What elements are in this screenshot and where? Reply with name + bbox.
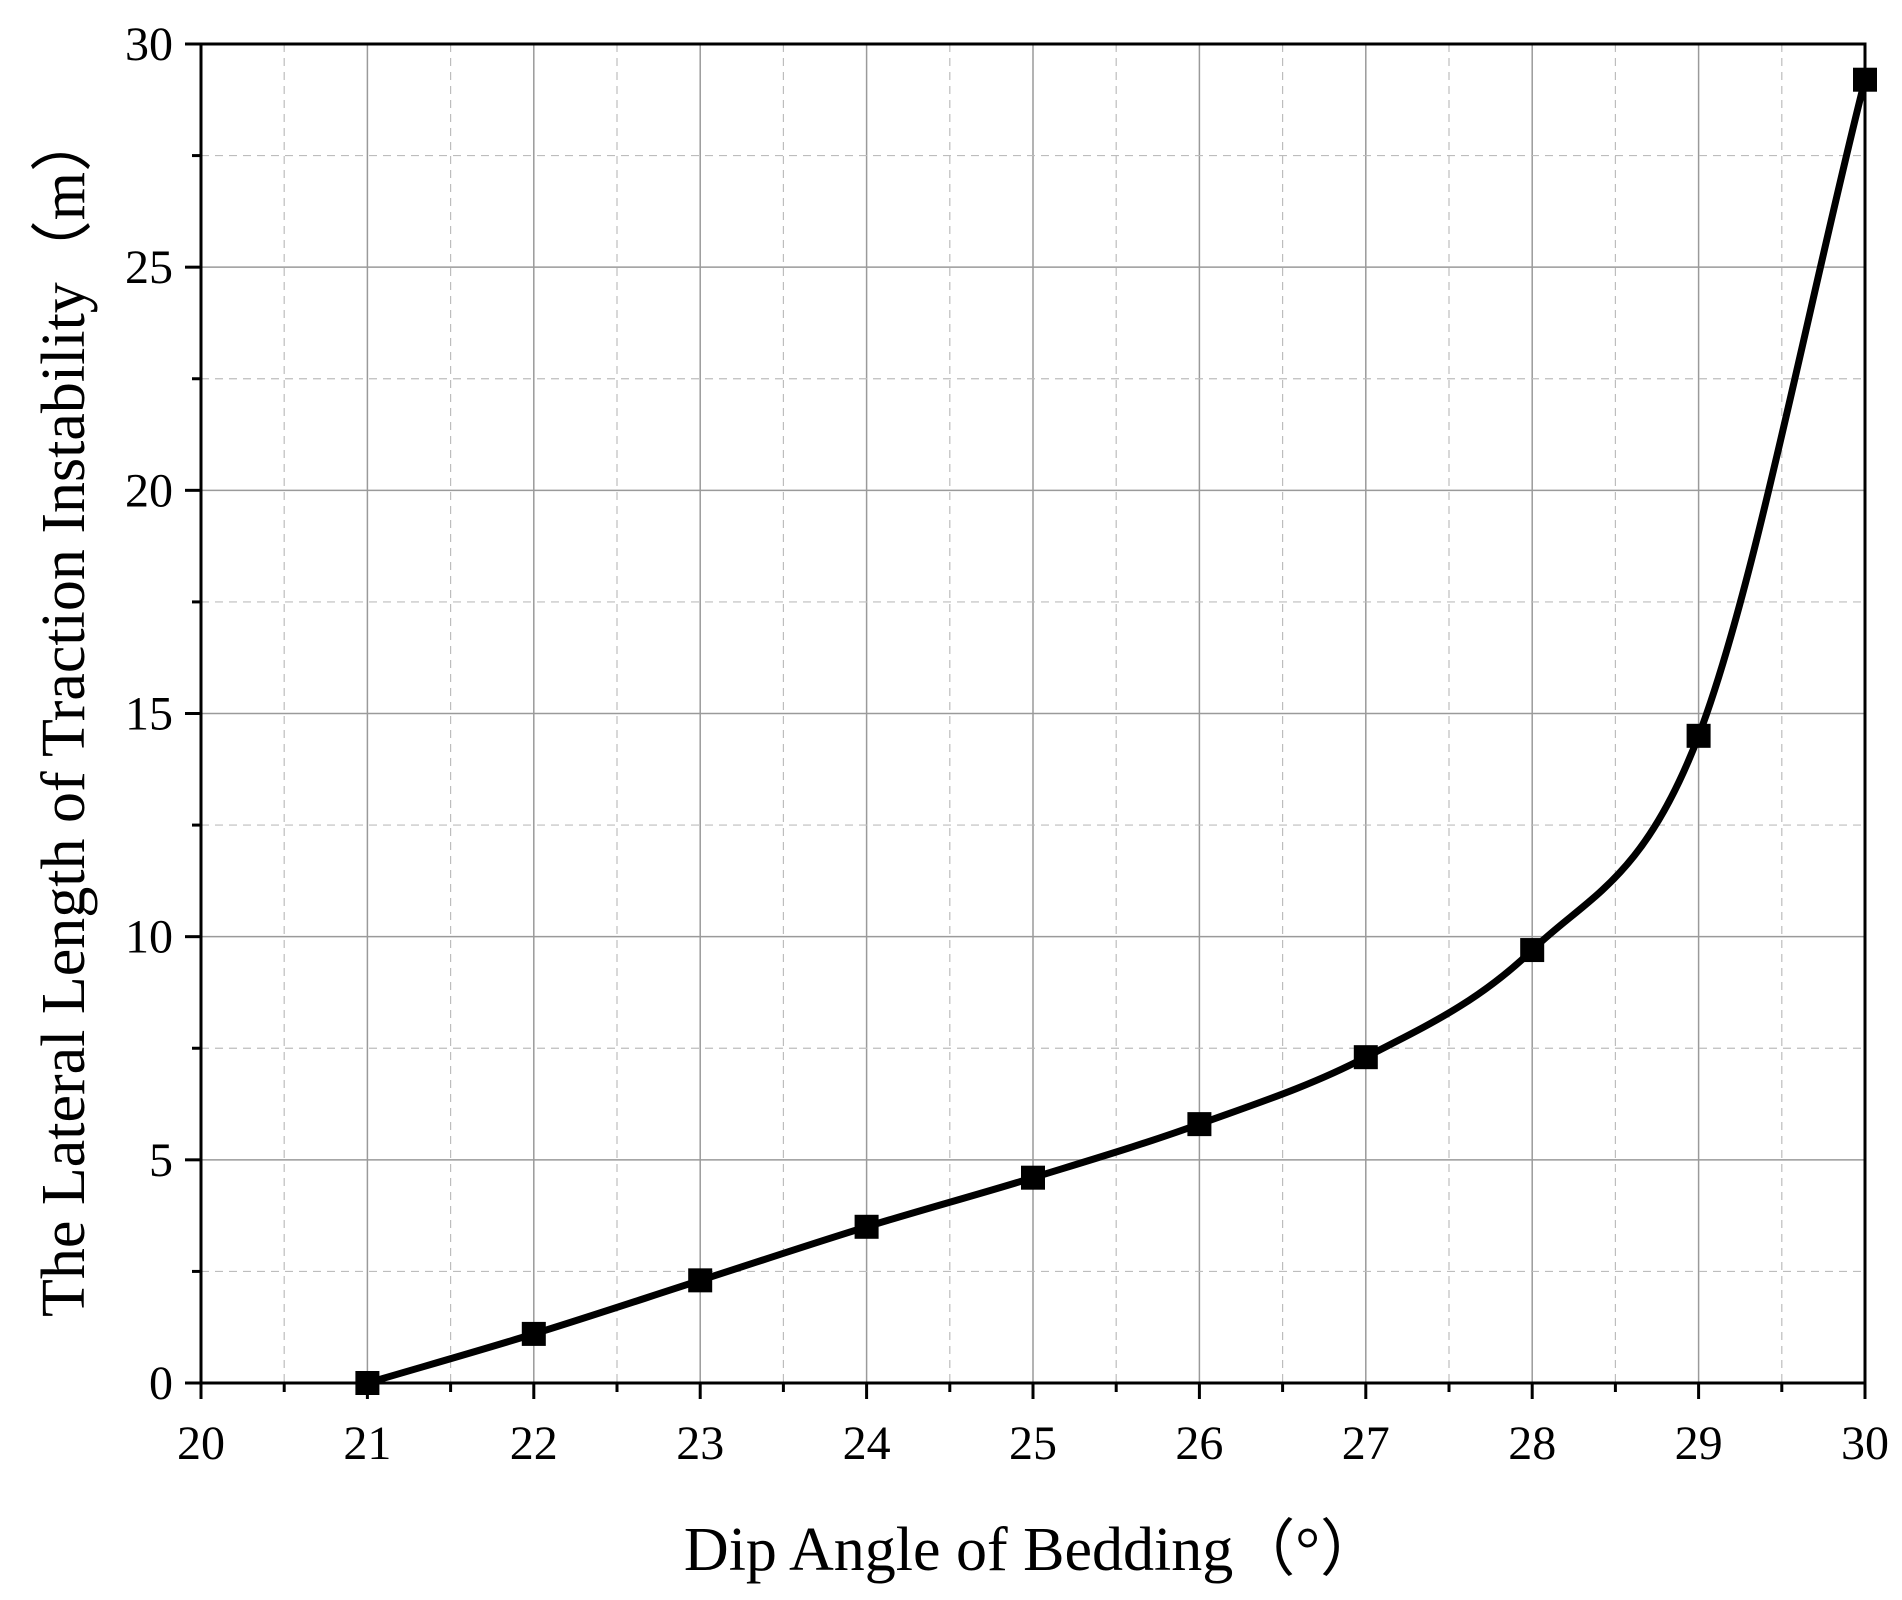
data-point-marker <box>1686 723 1711 748</box>
y-tick-label: 15 <box>125 688 173 741</box>
y-tick-label: 0 <box>149 1357 173 1410</box>
x-tick-label: 21 <box>343 1417 391 1470</box>
grid-layer <box>201 44 1865 1383</box>
x-tick-label: 26 <box>1175 1417 1223 1470</box>
x-tick-label: 27 <box>1342 1417 1390 1470</box>
y-tick-label: 25 <box>125 241 173 294</box>
x-tick-label: 25 <box>1009 1417 1057 1470</box>
data-point-marker <box>854 1214 879 1239</box>
labels-layer: Dip Angle of Bedding（°） The Lateral Lengt… <box>30 110 1382 1584</box>
x-tick-label: 23 <box>676 1417 724 1470</box>
data-point-marker <box>1187 1112 1212 1137</box>
axes-layer: 20 21 22 23 24 25 26 27 28 29 30 0 5 10 15 20 25 30 <box>125 18 1889 1470</box>
x-tick-label: 30 <box>1841 1417 1889 1470</box>
data-point-marker <box>1353 1045 1378 1070</box>
x-tick-label: 20 <box>177 1417 225 1470</box>
x-tick-label: 24 <box>843 1417 891 1470</box>
series-layer <box>355 67 1877 1395</box>
y-tick-label: 20 <box>125 464 173 517</box>
x-axis-title: Dip Angle of Bedding（°） <box>684 1516 1382 1584</box>
data-point-marker <box>1021 1165 1045 1190</box>
data-point-marker <box>355 1371 380 1395</box>
y-tick-label: 30 <box>125 18 173 71</box>
data-point-marker <box>521 1321 546 1346</box>
x-tick-label: 22 <box>510 1417 558 1470</box>
x-tick-label: 28 <box>1508 1417 1556 1470</box>
data-point-marker <box>1853 67 1877 92</box>
y-tick-label: 10 <box>125 911 173 964</box>
data-point-marker <box>1520 938 1545 963</box>
data-point-marker <box>688 1268 713 1293</box>
y-tick-label: 5 <box>149 1134 173 1187</box>
x-tick-label: 29 <box>1675 1417 1723 1470</box>
y-axis-title: The Lateral Length of Traction Instabili… <box>30 110 98 1317</box>
